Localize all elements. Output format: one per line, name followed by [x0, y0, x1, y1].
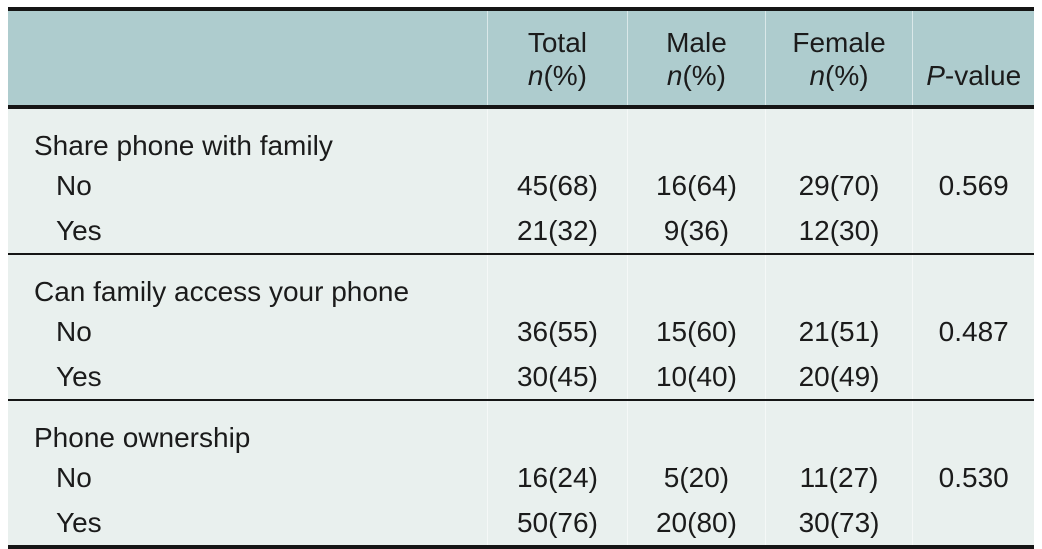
header-female-pct: (%): [825, 60, 869, 91]
total-cell: 36(55): [486, 309, 628, 354]
row-label-cell: Yes: [56, 360, 102, 392]
male-cell: 9(36): [627, 208, 766, 254]
row-label-cell: Yes: [56, 506, 102, 538]
male-cell: 10(40): [627, 354, 766, 400]
table-row: No 16(24) 5(20) 11(27) 0.530: [8, 455, 1034, 500]
header-male-cell: Male n(%): [627, 7, 766, 109]
header-label-cell: [8, 7, 488, 109]
header-total-cell: Total n(%): [486, 7, 628, 109]
total-cell: 30(45): [486, 354, 628, 400]
pvalue-cell: 0.487: [912, 309, 1034, 354]
female-cell: 12(30): [764, 208, 913, 254]
female-cell: 30(73): [764, 500, 913, 547]
pvalue-cell: 0.569: [912, 163, 1034, 208]
header-pvalue-cell: P-value: [912, 7, 1034, 109]
male-cell: 16(64): [627, 163, 766, 208]
header-female-n: n: [809, 60, 826, 91]
total-cell: 45(68): [486, 163, 628, 208]
demographics-table: Total n(%) Male n(%) Female n(%) P-value…: [8, 7, 1034, 549]
header-total-pct: (%): [543, 60, 587, 91]
table-row: Yes 30(45) 10(40) 20(49): [8, 354, 1034, 400]
section-label-row: Phone ownership: [8, 400, 1034, 455]
header-male-n: n: [666, 60, 683, 91]
row-label-cell: No: [56, 461, 92, 493]
row-label-cell: Yes: [56, 214, 102, 246]
table-header: Total n(%) Male n(%) Female n(%) P-value: [8, 7, 1034, 109]
table-row: No 45(68) 16(64) 29(70) 0.569: [8, 163, 1034, 208]
section-label: Share phone with family: [34, 130, 333, 161]
total-cell: 16(24): [486, 455, 628, 500]
header-female-cell: Female n(%): [764, 7, 913, 109]
female-cell: 29(70): [764, 163, 913, 208]
female-cell: 11(27): [764, 455, 913, 500]
total-cell: 21(32): [486, 208, 628, 254]
section-label-row: Can family access your phone: [8, 254, 1034, 309]
table-row: No 36(55) 15(60) 21(51) 0.487: [8, 309, 1034, 354]
pvalue-cell: 0.530: [912, 455, 1034, 500]
pvalue-cell: [912, 208, 1034, 254]
header-pvalue-rest: -value: [944, 60, 1022, 91]
section-phone-ownership: Phone ownership No 16(24) 5(20) 11(27) 0…: [8, 400, 1034, 547]
male-cell: 20(80): [627, 500, 766, 547]
section-family-access: Can family access your phone No 36(55) 1…: [8, 254, 1034, 400]
section-label: Can family access your phone: [34, 276, 410, 307]
pvalue-cell: [912, 500, 1034, 547]
paper-table-container: Total n(%) Male n(%) Female n(%) P-value…: [8, 7, 1034, 549]
pvalue-cell: [912, 354, 1034, 400]
section-share-phone: Share phone with family No 45(68) 16(64)…: [8, 107, 1034, 254]
row-label-cell: No: [56, 169, 92, 201]
section-label: Phone ownership: [34, 422, 251, 453]
header-male-title: Male: [666, 27, 727, 58]
row-label-cell: No: [56, 315, 92, 347]
male-cell: 5(20): [627, 455, 766, 500]
header-total-n: n: [527, 60, 544, 91]
header-row: Total n(%) Male n(%) Female n(%) P-value: [8, 7, 1034, 109]
section-label-row: Share phone with family: [8, 107, 1034, 163]
female-cell: 21(51): [764, 309, 913, 354]
table-row: Yes 50(76) 20(80) 30(73): [8, 500, 1034, 547]
table-row: Yes 21(32) 9(36) 12(30): [8, 208, 1034, 254]
female-cell: 20(49): [764, 354, 913, 400]
header-total-title: Total: [527, 27, 587, 58]
header-male-pct: (%): [682, 60, 726, 91]
header-pvalue-p: P: [926, 60, 945, 91]
total-cell: 50(76): [486, 500, 628, 547]
male-cell: 15(60): [627, 309, 766, 354]
header-female-title: Female: [792, 27, 886, 58]
